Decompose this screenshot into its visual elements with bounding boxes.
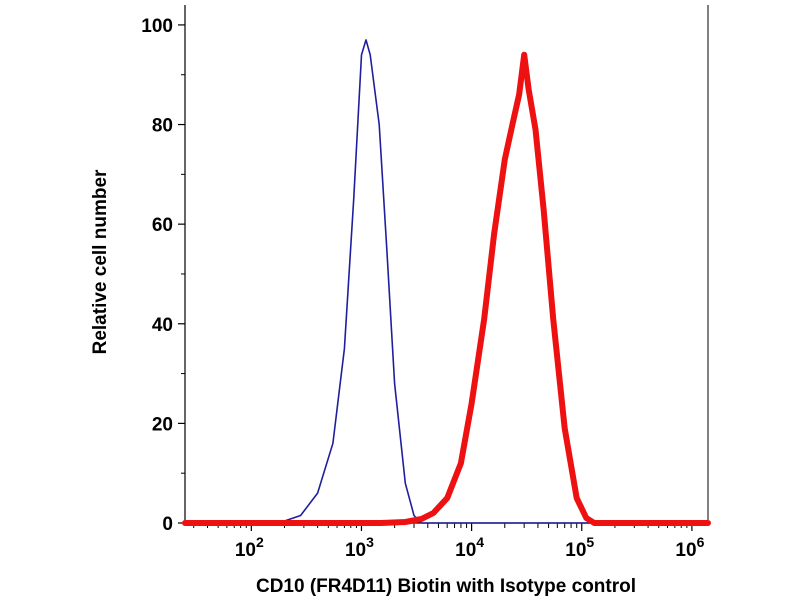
y-axis-ticks: 0 20 40 60 80 100	[141, 16, 185, 535]
plot-frame	[184, 5, 709, 524]
series-line-red	[182, 51, 711, 526]
x-tick-label: 103	[345, 534, 374, 561]
y-tick-label: 40	[152, 315, 173, 336]
x-tick-label: 102	[235, 534, 264, 561]
x-tick-label: 105	[565, 534, 594, 561]
series-line-blue	[184, 39, 709, 524]
y-tick-label: 60	[152, 215, 173, 236]
y-axis-title: Relative cell number	[90, 169, 111, 354]
y-tick-label: 80	[152, 116, 173, 137]
x-axis-ticks: 102 103 104 105 106	[193, 523, 705, 561]
x-tick-label: 104	[455, 534, 484, 561]
y-tick-label: 0	[162, 514, 173, 535]
x-tick-label: 106	[675, 534, 704, 561]
y-tick-label: 100	[141, 16, 173, 37]
x-axis-title: CD10 (FR4D11) Biotin with Isotype contro…	[256, 576, 636, 597]
series-layer	[182, 39, 711, 526]
y-tick-label: 20	[152, 414, 173, 435]
